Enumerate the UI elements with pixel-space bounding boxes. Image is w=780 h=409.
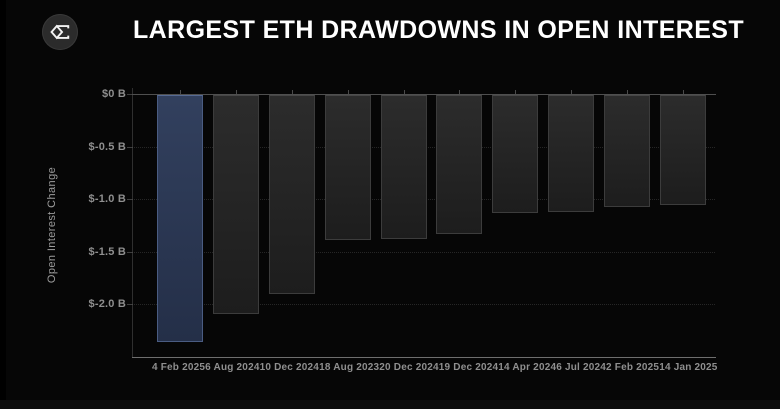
bar[interactable] xyxy=(436,95,483,235)
bar-column xyxy=(264,90,320,357)
x-tick-label: 20 Dec 2024 xyxy=(379,362,439,373)
x-tick-mark xyxy=(515,90,517,94)
bar-column xyxy=(208,90,264,357)
x-tick-mark xyxy=(627,90,629,94)
bar-column xyxy=(432,90,488,357)
x-tick-mark xyxy=(571,90,573,94)
y-tick-mark xyxy=(127,94,132,95)
gridline xyxy=(132,304,715,306)
y-tick-mark xyxy=(127,251,132,253)
x-tick-label: 2 Feb 2025 xyxy=(606,362,660,373)
x-axis-tick-labels: 4 Feb 2025 6 Aug 2024 10 Dec 2024 18 Aug 20… xyxy=(152,362,717,373)
x-tick-label: 19 Dec 2024 xyxy=(438,362,499,373)
x-tick-label: 14 Apr 2024 xyxy=(498,362,557,373)
x-tick-mark xyxy=(291,90,293,94)
zero-baseline xyxy=(132,94,716,95)
left-edge-strip xyxy=(0,0,6,409)
bar[interactable] xyxy=(492,95,539,214)
x-tick-mark xyxy=(403,90,405,94)
x-tick-mark xyxy=(347,90,349,94)
gridline xyxy=(132,251,715,253)
y-axis-line xyxy=(132,88,133,357)
bar[interactable] xyxy=(268,95,315,295)
bar-column xyxy=(599,90,655,357)
sigma-diamond-glyph xyxy=(50,24,70,40)
x-tick-mark xyxy=(235,90,237,94)
y-tick-label: $-1.5 B xyxy=(88,245,126,258)
bar[interactable] xyxy=(324,95,371,240)
bar-column xyxy=(655,90,711,357)
bar-column xyxy=(376,90,432,357)
y-tick-mark xyxy=(127,199,132,201)
x-tick-label: 18 Aug 2023 xyxy=(319,362,380,373)
x-tick-label: 6 Jul 2024 xyxy=(556,362,607,373)
x-tick-mark xyxy=(179,90,181,94)
x-tick-label: 10 Dec 2024 xyxy=(259,362,320,373)
bottom-edge-strip xyxy=(0,400,780,409)
x-tick-label: 14 Jan 2025 xyxy=(659,362,718,373)
bar[interactable] xyxy=(380,95,427,239)
bar-column xyxy=(320,90,376,357)
y-axis-title: Open Interest Change xyxy=(46,166,58,284)
sigma-logo-icon[interactable] xyxy=(42,14,78,50)
y-tick-label: $-2.0 B xyxy=(88,298,126,311)
bar[interactable] xyxy=(604,95,651,208)
bar[interactable] xyxy=(660,95,707,206)
bar[interactable] xyxy=(548,95,595,213)
x-tick-label: 4 Feb 2025 xyxy=(152,362,206,373)
bar-highlighted[interactable] xyxy=(156,95,203,343)
bar-column xyxy=(543,90,599,357)
y-tick-mark xyxy=(127,146,132,148)
y-tick-label: $-1.0 B xyxy=(88,193,126,206)
x-tick-mark xyxy=(683,90,685,94)
bar-column xyxy=(152,90,208,357)
bar-series xyxy=(152,90,711,357)
bar[interactable] xyxy=(212,95,259,315)
bar-column xyxy=(487,90,543,357)
y-tick-label: $0 B xyxy=(101,88,126,100)
x-tick-label: 6 Aug 2024 xyxy=(205,362,260,373)
y-tick-label: $-0.5 B xyxy=(88,140,126,153)
x-tick-mark xyxy=(459,90,461,94)
x-axis-line xyxy=(132,357,716,358)
page-title: LARGEST ETH DRAWDOWNS IN OPEN INTEREST xyxy=(133,16,745,44)
y-tick-mark xyxy=(127,304,132,306)
